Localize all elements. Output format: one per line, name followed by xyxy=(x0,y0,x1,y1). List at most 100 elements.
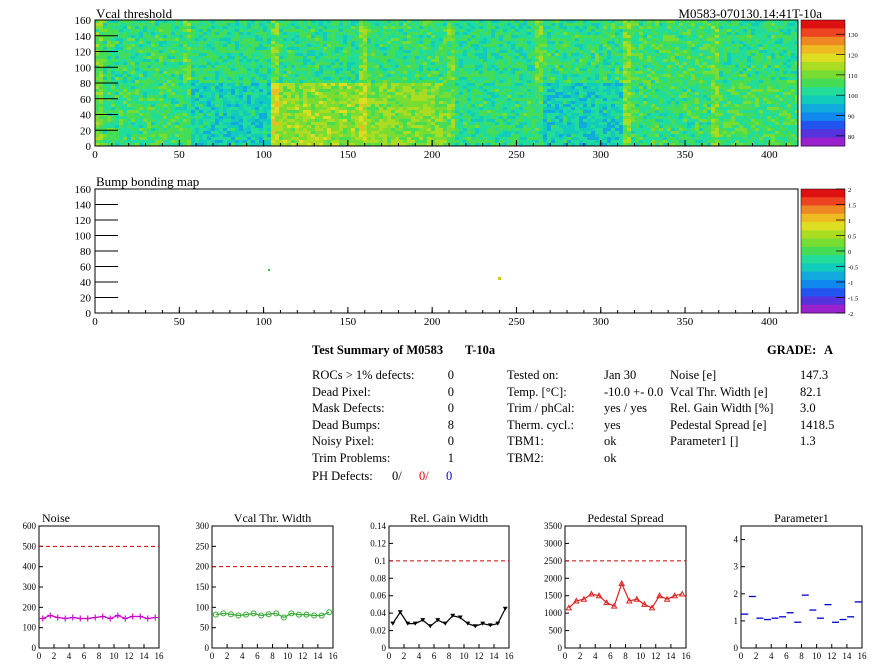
heatmap-cell xyxy=(227,50,231,53)
heatmap-cell xyxy=(707,62,711,65)
heatmap-cell xyxy=(235,95,239,98)
heatmap-cell xyxy=(387,32,391,35)
heatmap-cell xyxy=(339,41,343,44)
heatmap-cell xyxy=(243,38,247,41)
heatmap-cell xyxy=(275,47,279,50)
heatmap-cell xyxy=(483,77,487,80)
heatmap-cell xyxy=(303,83,307,86)
heatmap-cell xyxy=(315,65,319,68)
heatmap-cell xyxy=(755,95,759,98)
heatmap-cell xyxy=(579,62,583,65)
heatmap-cell xyxy=(503,89,507,92)
heatmap-cell xyxy=(251,29,255,32)
heatmap-cell xyxy=(723,77,727,80)
heatmap-cell xyxy=(763,50,767,53)
heatmap-cell xyxy=(655,26,659,29)
heatmap-cell xyxy=(183,56,187,59)
heatmap-cell xyxy=(655,89,659,92)
heatmap-cell xyxy=(339,83,343,86)
heatmap-cell xyxy=(151,23,155,26)
heatmap-cell xyxy=(263,26,267,29)
heatmap-cell xyxy=(167,26,171,29)
heatmap-cell xyxy=(99,80,103,83)
heatmap-cell xyxy=(531,65,535,68)
heatmap-cell xyxy=(387,47,391,50)
heatmap-cell xyxy=(559,32,563,35)
heatmap-cell xyxy=(571,68,575,71)
heatmap-cell xyxy=(111,56,115,59)
heatmap-cell xyxy=(403,65,407,68)
heatmap-cell xyxy=(327,20,331,23)
heatmap-cell xyxy=(407,92,411,95)
heatmap-cell xyxy=(647,68,651,71)
heatmap-cell xyxy=(239,26,243,29)
heatmap-cell xyxy=(379,101,383,104)
heatmap-cell xyxy=(471,41,475,44)
heatmap-cell xyxy=(363,92,367,95)
heatmap-cell xyxy=(247,77,251,80)
heatmap-cell xyxy=(751,50,755,53)
heatmap-cell xyxy=(699,29,703,32)
heatmap-cell xyxy=(675,68,679,71)
heatmap-cell xyxy=(439,44,443,47)
heatmap-cell xyxy=(487,74,491,77)
heatmap-cell xyxy=(159,77,163,80)
heatmap-cell xyxy=(223,95,227,98)
heatmap-cell xyxy=(239,53,243,56)
heatmap-cell xyxy=(555,59,559,62)
heatmap-cell xyxy=(351,83,355,86)
heatmap-cell xyxy=(279,44,283,47)
heatmap-cell xyxy=(787,101,791,104)
heatmap-cell xyxy=(283,86,287,89)
heatmap-cell xyxy=(387,53,391,56)
heatmap-cell xyxy=(391,89,395,92)
heatmap-cell xyxy=(183,80,187,83)
heatmap-cell xyxy=(571,77,575,80)
heatmap-cell xyxy=(511,92,515,95)
heatmap-cell xyxy=(355,92,359,95)
heatmap-cell xyxy=(483,41,487,44)
heatmap-cell xyxy=(211,89,215,92)
heatmap-cell xyxy=(107,29,111,32)
heatmap-cell xyxy=(375,65,379,68)
heatmap-cell xyxy=(143,59,147,62)
heatmap-cell xyxy=(671,86,675,89)
heatmap-cell xyxy=(423,83,427,86)
heatmap-cell xyxy=(363,59,367,62)
heatmap-cell xyxy=(279,77,283,80)
heatmap-cell xyxy=(511,74,515,77)
heatmap-cell xyxy=(495,50,499,53)
heatmap-cell xyxy=(135,80,139,83)
heatmap-cell xyxy=(415,95,419,98)
heatmap-cell xyxy=(423,80,427,83)
heatmap-cell xyxy=(727,44,731,47)
heatmap-cell xyxy=(227,95,231,98)
heatmap-cell xyxy=(663,47,667,50)
heatmap-cell xyxy=(371,38,375,41)
heatmap-cell xyxy=(483,53,487,56)
heatmap-cell xyxy=(467,53,471,56)
heatmap-cell xyxy=(711,47,715,50)
heatmap-cell xyxy=(255,32,259,35)
heatmap-cell xyxy=(699,47,703,50)
heatmap-cell xyxy=(163,35,167,38)
heatmap-cell xyxy=(391,101,395,104)
heatmap-cell xyxy=(359,68,363,71)
heatmap-cell xyxy=(227,32,231,35)
heatmap-cell xyxy=(683,32,687,35)
heatmap-cell xyxy=(487,44,491,47)
heatmap-cell xyxy=(203,38,207,41)
heatmap-cell xyxy=(199,29,203,32)
heatmap-cell xyxy=(479,47,483,50)
heatmap-cell xyxy=(575,32,579,35)
heatmap-cell xyxy=(175,86,179,89)
heatmap-cell xyxy=(275,74,279,77)
heatmap-cell xyxy=(135,26,139,29)
heatmap-cell xyxy=(507,89,511,92)
heatmap-cell xyxy=(307,101,311,104)
heatmap-cell xyxy=(443,98,447,101)
heatmap-cell xyxy=(683,77,687,80)
heatmap-cell xyxy=(487,26,491,29)
heatmap-cell xyxy=(767,38,771,41)
heatmap-cell xyxy=(431,80,435,83)
